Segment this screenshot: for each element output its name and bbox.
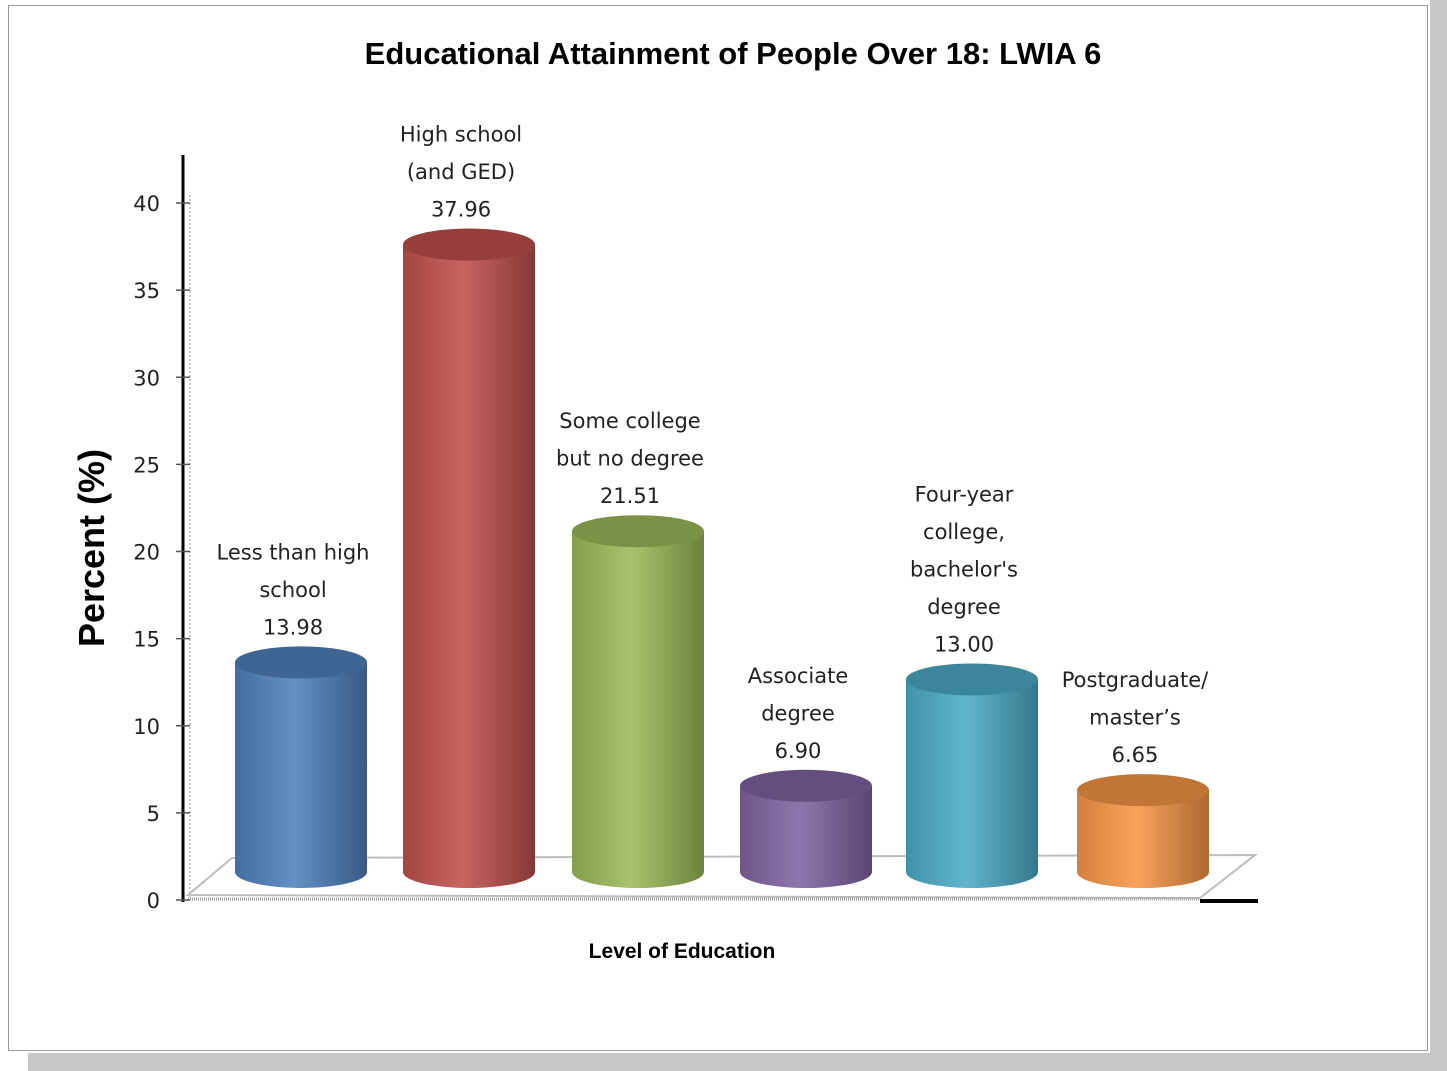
value-label: 13.00 — [934, 632, 994, 656]
bar — [1077, 774, 1209, 888]
y-tick-label: 20 — [133, 541, 160, 565]
bar-top — [235, 646, 367, 679]
frame-shadow — [28, 1053, 1447, 1071]
bar — [235, 646, 367, 888]
bar — [740, 769, 872, 888]
floor-outline — [185, 853, 1258, 900]
bar-label: Postgraduate/master’s 6.65 — [1062, 668, 1209, 767]
bar-top — [740, 769, 872, 802]
x-axis-label: Level of Education — [589, 940, 776, 963]
bar — [403, 228, 535, 888]
y-tick-label: 0 — [147, 889, 160, 913]
bar-labels: Less than high school 13.98 High school (and… — [217, 123, 1210, 768]
y-tick-label: 10 — [133, 715, 160, 739]
bar — [572, 515, 704, 888]
category-label: master’s — [1089, 706, 1181, 730]
bar-label: High school (and GED) 37.96 — [400, 123, 522, 222]
category-label: (and GED) — [407, 160, 515, 184]
bar-top — [572, 515, 704, 548]
bars — [235, 228, 1209, 888]
value-label: 6.65 — [1112, 743, 1159, 767]
bar-label: Associate degree 6.90 — [748, 664, 849, 763]
bar-top — [403, 228, 535, 261]
bar-label: Four-year college, bachelor's degree 13.00 — [910, 482, 1018, 656]
bar-top — [906, 663, 1038, 696]
y-axis-label: Percent (%) — [71, 449, 112, 647]
category-label: Less than high — [217, 540, 370, 564]
bar-body — [572, 531, 704, 888]
y-tick-label: 35 — [133, 279, 160, 303]
category-label: degree — [927, 595, 1001, 619]
category-label: High school — [400, 123, 522, 147]
y-axis: 0 5 10 15 20 25 30 35 40 — [133, 155, 191, 913]
bar — [906, 663, 1038, 888]
y-tick-label: 25 — [133, 453, 160, 477]
y-tick-label: 30 — [133, 366, 160, 390]
bar-body — [740, 785, 872, 888]
category-label: Some college — [559, 409, 700, 433]
y-tick-label: 15 — [133, 628, 160, 652]
value-label: 6.90 — [775, 739, 822, 763]
bar-label: Less than high school 13.98 — [217, 540, 370, 639]
category-label: degree — [761, 701, 835, 725]
category-label: Four-year — [915, 482, 1014, 506]
bar-body — [235, 662, 367, 888]
category-label: bachelor's — [910, 557, 1018, 581]
category-label: Associate — [748, 664, 849, 688]
chart-title: Educational Attainment of People Over 18… — [365, 36, 1102, 71]
bar-body — [403, 244, 535, 888]
y-tick-label: 40 — [133, 192, 160, 216]
bar-body — [906, 679, 1038, 888]
bar-body — [1077, 790, 1209, 888]
category-label: Postgraduate/ — [1062, 668, 1209, 692]
category-label: school — [259, 578, 326, 602]
value-label: 37.96 — [431, 198, 491, 222]
bar-top — [1077, 774, 1209, 807]
category-label: college, — [923, 520, 1005, 544]
chart-floor — [185, 853, 1258, 903]
value-label: 21.51 — [600, 484, 660, 508]
frame-shadow — [1430, 0, 1447, 1071]
value-label: 13.98 — [263, 615, 323, 639]
y-tick-label: 5 — [147, 802, 160, 826]
bar-label: Some college but no degree 21.51 — [556, 409, 704, 508]
category-label: but no degree — [556, 447, 704, 471]
